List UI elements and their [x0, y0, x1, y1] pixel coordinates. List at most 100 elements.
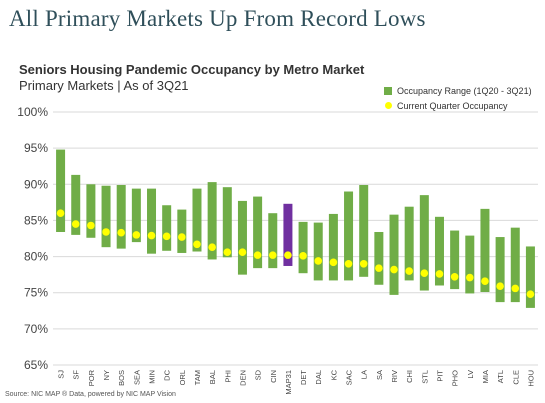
headline: All Primary Markets Up From Record Lows — [9, 6, 426, 31]
range-bar-sa — [374, 231, 384, 285]
x-tick-label-det: DET — [299, 370, 308, 385]
x-tick-label-layer: SJ SF POR NY BOS SEA MIN DC ORL TAM BAL PHI DEN SD CIN… — [57, 369, 536, 394]
range-bar-la — [359, 185, 369, 277]
current-point-bos — [117, 228, 126, 237]
range-bar-chi — [404, 206, 414, 281]
range-bar-cin — [268, 213, 278, 269]
y-tick-label: 100% — [17, 105, 48, 119]
current-point-orl — [178, 233, 186, 241]
x-tick-label-dal: DAL — [314, 370, 323, 385]
current-point-atl — [496, 282, 504, 291]
current-point-sac — [344, 260, 353, 268]
current-point-cle — [511, 284, 520, 293]
current-point-layer — [56, 209, 535, 298]
legend-swatch-range — [384, 86, 392, 95]
current-point-sea — [132, 231, 141, 239]
x-tick-label-den: DEN — [238, 370, 247, 386]
range-bar-atl — [495, 237, 505, 303]
current-point-bal — [208, 243, 216, 251]
range-bar-min — [147, 188, 157, 254]
range-bar-stl — [419, 195, 429, 291]
y-tick-label: 80% — [24, 250, 48, 264]
range-bar-mia — [480, 208, 490, 292]
range-bar-pit — [434, 216, 444, 286]
current-point-pit — [435, 270, 444, 278]
y-tick-label: 70% — [24, 322, 48, 336]
current-point-dc — [162, 232, 171, 241]
range-bar-kc — [328, 213, 338, 281]
current-point-pho — [450, 273, 459, 281]
x-tick-label-pit: PIT — [435, 370, 444, 382]
current-point-sd — [253, 251, 262, 259]
x-tick-label-dc: DC — [163, 369, 172, 380]
range-bar-det — [298, 221, 308, 274]
legend-swatch-current — [385, 102, 392, 109]
x-tick-label-sea: SEA — [132, 370, 141, 385]
range-bar-hou — [525, 246, 535, 308]
range-bar-sac — [344, 191, 354, 281]
current-point-ny — [102, 228, 110, 236]
y-tick-label: 95% — [24, 141, 48, 155]
x-tick-label-cle: CLE — [511, 370, 520, 385]
legend: Occupancy Range (1Q20 - 3Q21) Current Qu… — [384, 83, 532, 113]
current-point-cin — [268, 251, 277, 259]
x-tick-label-atl: ATL — [496, 370, 505, 383]
x-tick-label-bal: BAL — [208, 370, 217, 384]
current-point-den — [238, 248, 247, 257]
range-bar-dc — [162, 205, 172, 251]
chart-subtitle: Primary Markets | As of 3Q21 — [19, 78, 189, 93]
range-bar-tam — [192, 188, 202, 252]
current-point-la — [359, 260, 368, 268]
range-bar-ny — [101, 185, 111, 248]
y-tick-label-layer: 65% 70% 75% 80% 85% 90% 95% 100% — [17, 105, 48, 372]
chart-title: Seniors Housing Pandemic Occupancy by Me… — [19, 62, 365, 77]
range-bar-sj — [56, 149, 66, 232]
current-point-map31 — [284, 251, 292, 259]
range-bar-map31 — [283, 203, 293, 266]
current-point-chi — [405, 267, 413, 275]
x-tick-label-mia: MIA — [481, 370, 490, 383]
x-tick-label-phi: PHI — [223, 370, 232, 383]
range-bar-pho — [450, 230, 460, 290]
range-bar-cle — [510, 227, 520, 303]
current-point-lv — [465, 273, 474, 282]
current-point-por — [87, 221, 95, 230]
range-bar-lv — [465, 235, 475, 294]
legend-label-range: Occupancy Range (1Q20 - 3Q21) — [397, 85, 532, 96]
range-bar-layer — [56, 149, 535, 308]
x-tick-label-orl: ORL — [178, 370, 187, 385]
current-point-hou — [526, 290, 535, 298]
range-bar-bos — [116, 185, 126, 249]
y-tick-label: 75% — [24, 286, 48, 300]
range-bar-bal — [207, 182, 217, 260]
x-tick-label-la: LA — [360, 370, 369, 379]
y-tick-label: 85% — [24, 213, 48, 227]
x-tick-label-chi: CHI — [405, 370, 414, 383]
range-bar-sea — [131, 188, 141, 243]
range-bar-riv — [389, 214, 399, 295]
range-bar-sf — [71, 174, 81, 235]
legend-label-current: Current Quarter Occupancy — [397, 100, 508, 111]
source-note: Source: NIC MAP ® Data, powered by NIC M… — [5, 391, 176, 398]
y-tick-label: 65% — [24, 358, 48, 372]
range-bar-phi — [222, 187, 232, 258]
x-tick-label-sa: SA — [375, 370, 384, 380]
x-tick-label-tam: TAM — [193, 370, 202, 385]
x-tick-label-stl: STL — [420, 370, 429, 384]
x-tick-label-hou: HOU — [526, 370, 535, 387]
current-point-sf — [71, 220, 80, 228]
y-tick-label: 90% — [24, 177, 48, 191]
current-point-dal — [314, 257, 323, 265]
current-point-min — [147, 231, 156, 240]
current-point-riv — [390, 265, 398, 274]
current-point-phi — [223, 248, 232, 257]
x-tick-label-sj: SJ — [57, 370, 66, 379]
range-bar-por — [86, 184, 96, 238]
current-point-det — [299, 252, 307, 260]
x-tick-label-sac: SAC — [345, 369, 354, 385]
current-point-stl — [420, 269, 429, 277]
current-point-sj — [56, 209, 65, 217]
x-tick-label-cin: CIN — [269, 370, 278, 383]
legend-item-current: Current Quarter Occupancy — [384, 98, 532, 113]
